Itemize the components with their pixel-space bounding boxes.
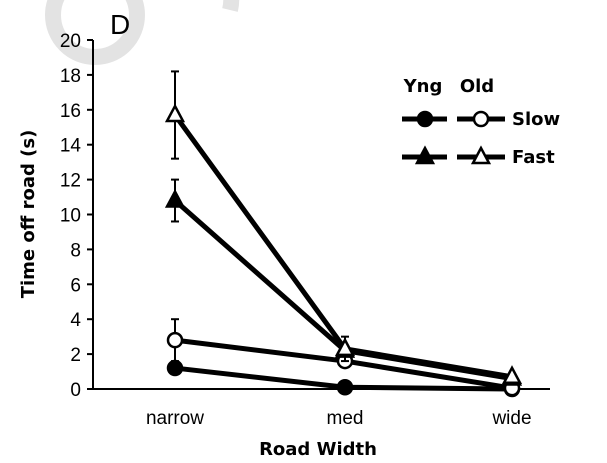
data-point-old-fast (164, 103, 186, 123)
y-ticks: 0 2 4 6 8 10 12 14 16 18 20 (60, 31, 93, 401)
data-point-yng-slow (336, 379, 354, 396)
watermark (45, 0, 240, 65)
legend-marker-yng-fast (414, 145, 436, 165)
y-axis-title: Time off road (s) (18, 130, 39, 299)
y-tick-label: 2 (70, 345, 81, 366)
legend-col-yng: Yng (403, 76, 443, 97)
legend-row-slow: Slow (512, 109, 560, 130)
x-axis-title: Road Width (259, 439, 377, 460)
y-tick-label: 12 (60, 171, 81, 192)
data-point-yng-slow (166, 359, 184, 377)
legend-row-fast: Fast (512, 147, 555, 168)
legend-marker-yng-slow (416, 110, 434, 128)
x-ticks: narrow med wide (146, 408, 532, 429)
data-point-yng-fast (164, 188, 186, 208)
series-old-fast (164, 70, 523, 385)
y-tick-label: 8 (70, 240, 81, 261)
data-point-old-slow (166, 331, 184, 349)
legend: Yng Old Slow Fast (402, 76, 560, 168)
y-tick-label: 18 (60, 66, 81, 87)
y-tick-label: 10 (60, 206, 81, 227)
y-tick-label: 16 (60, 101, 81, 122)
data-point-old-fast (501, 365, 523, 385)
y-tick-label: 4 (70, 310, 81, 331)
legend-marker-old-slow (472, 110, 490, 128)
y-tick-label: 0 (70, 380, 81, 401)
series-group (164, 70, 523, 398)
legend-col-old: Old (460, 76, 494, 97)
x-tick-label: narrow (146, 408, 204, 429)
x-tick-label: med (327, 408, 364, 429)
y-tick-label: 20 (60, 31, 81, 52)
y-tick-label: 6 (70, 275, 81, 296)
data-point-old-fast (334, 337, 356, 357)
panel-label: D (110, 9, 130, 40)
x-tick-label: wide (491, 408, 531, 429)
y-tick-label: 14 (60, 136, 82, 157)
legend-marker-old-fast (470, 145, 492, 165)
